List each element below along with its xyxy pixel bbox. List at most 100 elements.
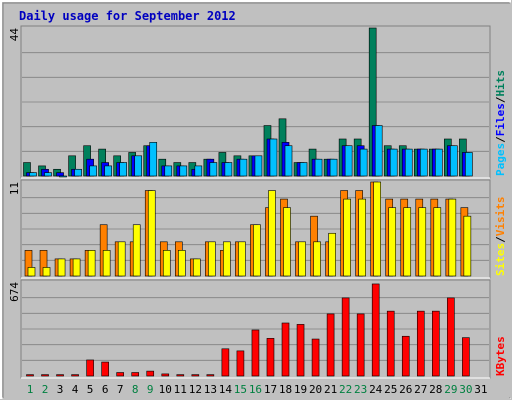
- bar: [298, 241, 306, 277]
- legend-entry: Files: [494, 103, 507, 136]
- bar: [149, 142, 158, 177]
- bar: [131, 372, 140, 377]
- bar: [208, 241, 216, 277]
- bar: [42, 267, 51, 277]
- bar: [147, 190, 156, 277]
- bar: [432, 310, 440, 377]
- bar: [164, 165, 173, 177]
- bar: [56, 172, 64, 177]
- bar: [311, 338, 320, 377]
- bar: [418, 207, 427, 277]
- y-tick-label: 674: [8, 282, 21, 302]
- bar: [116, 372, 124, 377]
- bar: [251, 329, 260, 377]
- legend-entry: Pages: [494, 143, 507, 176]
- bar: [268, 190, 276, 277]
- bar: [209, 162, 218, 177]
- bar: [87, 250, 96, 277]
- bar: [134, 155, 143, 177]
- bar: [433, 207, 442, 277]
- bar: [178, 250, 186, 277]
- y-tick-label: 44: [8, 28, 21, 42]
- bar: [403, 207, 412, 277]
- bar: [254, 155, 263, 177]
- bar: [44, 172, 52, 177]
- bar: [176, 374, 185, 377]
- x-tick-label: 14: [219, 383, 233, 396]
- bar: [221, 348, 230, 377]
- legend-entry: Hits: [494, 70, 507, 97]
- legend-entry: Visits: [494, 197, 507, 237]
- bar: [388, 207, 397, 277]
- bar: [404, 148, 413, 177]
- x-tick-label: 1: [27, 383, 34, 396]
- bar: [239, 158, 248, 177]
- bar: [416, 310, 425, 377]
- bar: [266, 338, 275, 377]
- x-tick-label: 4: [72, 383, 79, 396]
- x-tick-label: 29: [444, 383, 457, 396]
- x-tick-label: 30: [459, 383, 472, 396]
- bar: [253, 224, 261, 277]
- x-tick-label: 23: [354, 383, 367, 396]
- legend: Pages/Files/Hits: [494, 70, 507, 176]
- bar: [71, 374, 79, 377]
- bar: [59, 175, 67, 178]
- y-tick-label: 11: [8, 182, 21, 195]
- bar: [283, 207, 291, 277]
- bar: [450, 145, 458, 177]
- bar: [313, 241, 321, 277]
- x-tick-label: 20: [309, 383, 322, 396]
- x-tick-label: 16: [249, 383, 262, 396]
- bar: [341, 297, 350, 377]
- bar: [296, 324, 305, 377]
- bar: [161, 373, 170, 377]
- x-tick-label: 6: [102, 383, 109, 396]
- bar: [102, 250, 111, 277]
- bar: [179, 165, 188, 177]
- chart-title: Daily usage for September 2012: [19, 9, 236, 23]
- bar: [206, 374, 215, 377]
- bar: [269, 138, 278, 177]
- x-tick-label: 5: [87, 383, 94, 396]
- x-tick-label: 25: [384, 383, 397, 396]
- bar: [356, 313, 365, 377]
- bar: [27, 267, 36, 277]
- bar: [119, 162, 127, 177]
- bar: [162, 250, 171, 277]
- bar: [358, 198, 366, 277]
- bar: [29, 172, 37, 177]
- bar: [236, 350, 245, 377]
- x-tick-label: 11: [174, 383, 187, 396]
- bar: [56, 374, 64, 377]
- bar: [57, 258, 66, 277]
- bar: [465, 152, 473, 177]
- bar: [104, 165, 112, 177]
- bar: [371, 283, 380, 377]
- bar: [448, 198, 457, 277]
- legend-separator: /: [494, 96, 507, 103]
- x-tick-label: 3: [57, 383, 64, 396]
- bar: [401, 335, 410, 377]
- bar: [117, 241, 126, 277]
- bar: [223, 241, 231, 277]
- bar: [328, 232, 336, 277]
- legend-entry: KBytes: [494, 336, 507, 376]
- bar: [373, 181, 381, 277]
- bar: [463, 215, 472, 277]
- bar: [132, 224, 141, 277]
- bar: [314, 158, 323, 177]
- bar: [359, 148, 368, 177]
- bar: [74, 168, 82, 177]
- bar: [146, 370, 155, 377]
- legend-entry: Sites: [494, 243, 507, 276]
- x-tick-label: 12: [189, 383, 202, 396]
- x-tick-label: 26: [399, 383, 412, 396]
- x-tick-label: 24: [369, 383, 383, 396]
- bar: [435, 148, 443, 177]
- x-tick-label: 31: [474, 383, 487, 396]
- bar: [26, 374, 34, 377]
- bar: [419, 148, 428, 177]
